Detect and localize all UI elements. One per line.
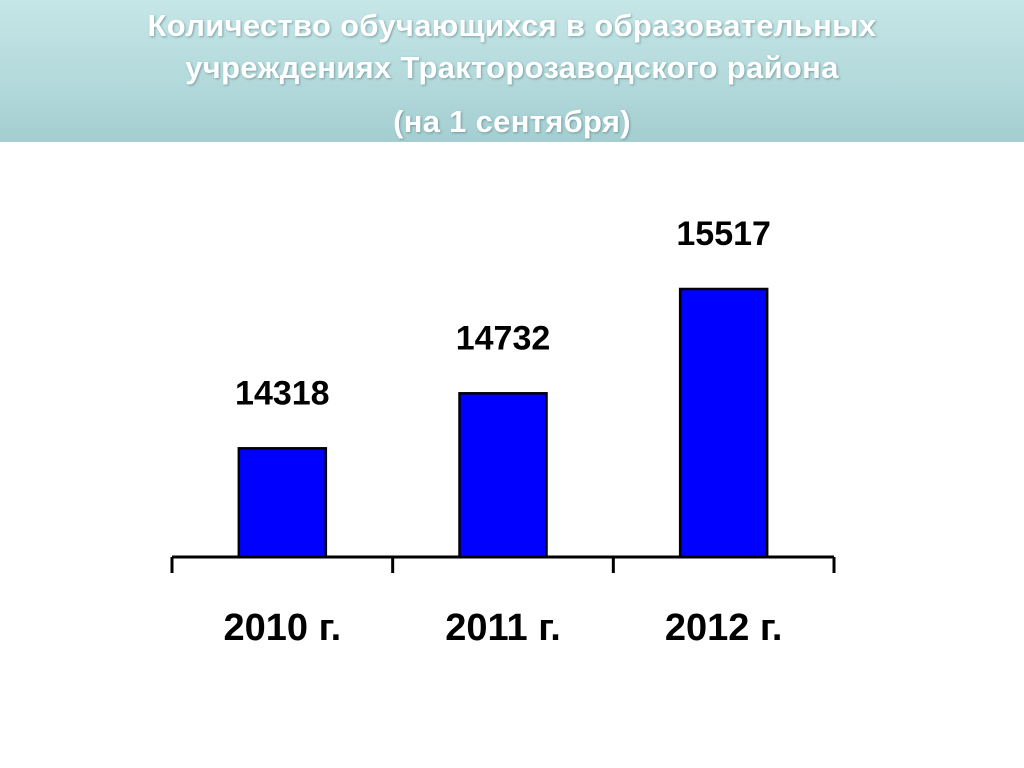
data-label-2: 14732	[456, 319, 551, 357]
x-tick-label-3: 2012 г.	[665, 607, 783, 649]
data-label-3: 15517	[676, 215, 771, 253]
bar-2	[458, 392, 548, 559]
title-banner: Количество обучающихся в образовательных…	[0, 0, 1024, 142]
chart-subtitle: (на 1 сентября)	[393, 104, 631, 139]
bar-3	[678, 287, 769, 559]
x-tick-label-1: 2010 г.	[223, 607, 341, 649]
chart-title-line-1: Количество обучающихся в образовательных	[147, 8, 877, 43]
data-label-1: 14318	[235, 374, 330, 412]
bar-1	[237, 447, 328, 559]
chart-title-line-2: учреждениях Тракторозаводского района	[185, 50, 839, 85]
x-tick-label-2: 2011 г.	[445, 607, 561, 649]
